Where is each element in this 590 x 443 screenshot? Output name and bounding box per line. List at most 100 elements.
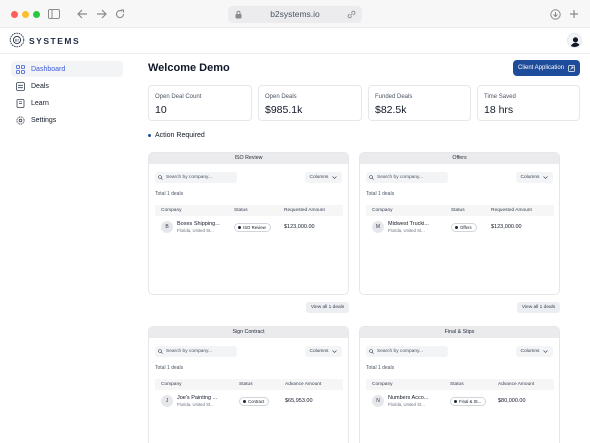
deal-amount: $123,000.00: [284, 224, 315, 230]
address-bar[interactable]: b2systems.io: [228, 6, 362, 23]
column-header: Status: [451, 208, 465, 213]
new-tab-icon[interactable]: [567, 7, 581, 21]
status-dot-icon: [454, 400, 457, 403]
view-all-deals-button[interactable]: View all 1 deals: [306, 302, 349, 313]
panel-sign-contract: Sign Contract Search by company... Colum…: [148, 326, 349, 443]
search-placeholder: Search by company...: [377, 349, 424, 354]
columns-button[interactable]: Columns: [516, 346, 553, 357]
search-icon: [158, 349, 163, 354]
stat-card-open-deal-count: Open Deal Count 10: [148, 85, 252, 121]
browser-toolbar: b2systems.io: [0, 0, 590, 28]
search-icon: [158, 175, 163, 180]
column-header: Status: [450, 382, 464, 387]
sidebar-item-deals[interactable]: Deals: [11, 78, 123, 94]
columns-label: Columns: [309, 175, 329, 180]
table-row[interactable]: J Joe's Painting ... Florida, United St.…: [155, 391, 343, 413]
sidebar: Dashboard Deals Learn Settings: [0, 54, 133, 443]
status-dot-icon: [455, 226, 458, 229]
columns-button[interactable]: Columns: [305, 172, 342, 183]
columns-button[interactable]: Columns: [516, 172, 553, 183]
status-dot-icon: [243, 400, 246, 403]
search-icon: [369, 349, 374, 354]
total-deals: Total 1 deals: [366, 365, 395, 371]
table-row[interactable]: B Boxes Shipping... Florida, United St..…: [155, 217, 343, 239]
svg-text:B2: B2: [15, 39, 19, 43]
url-text: b2systems.io: [270, 9, 320, 19]
company-avatar: N: [372, 395, 384, 407]
view-all-deals-button[interactable]: View all 1 deals: [517, 302, 560, 313]
table-row[interactable]: M Midwest Trucki... Florida, United St..…: [366, 217, 554, 239]
table-row[interactable]: N Numbers Acco... Florida, United St... …: [366, 391, 554, 413]
column-header: Company: [161, 382, 182, 387]
brand-name: SYSTEMS: [29, 36, 81, 46]
book-icon: [15, 98, 25, 108]
company-name: Midwest Trucki...: [388, 221, 429, 227]
status-badge: Offers: [451, 223, 477, 232]
sidebar-item-label: Settings: [31, 116, 57, 124]
search-input[interactable]: Search by company...: [155, 172, 237, 183]
action-required-label: Action Required: [155, 132, 205, 139]
app-header: B2 SYSTEMS: [0, 28, 590, 54]
sidebar-item-settings[interactable]: Settings: [11, 112, 123, 128]
company-location: Florida, United St...: [177, 402, 214, 407]
column-header: Company: [372, 208, 393, 213]
search-placeholder: Search by company...: [377, 175, 424, 180]
page-title: Welcome Demo: [148, 62, 230, 74]
company-location: Florida, United St...: [388, 402, 425, 407]
client-application-button[interactable]: Client Application: [513, 60, 580, 76]
deal-amount: $123,000.00: [491, 224, 522, 230]
search-input[interactable]: Search by company...: [366, 172, 448, 183]
column-header: Company: [372, 382, 393, 387]
sidebar-item-dashboard[interactable]: Dashboard: [11, 61, 123, 77]
table-header: Company Status Requested Amount: [155, 205, 343, 216]
panel-final-stips: Final & Stips Search by company... Colum…: [359, 326, 560, 443]
minimize-window-button[interactable]: [22, 11, 29, 18]
lock-icon: [235, 10, 242, 19]
back-arrow-icon[interactable]: [75, 7, 89, 21]
maximize-window-button[interactable]: [33, 11, 40, 18]
bullet-icon: [148, 134, 151, 137]
search-placeholder: Search by company...: [166, 349, 213, 354]
columns-button[interactable]: Columns: [305, 346, 342, 357]
stat-value: 18 hrs: [484, 104, 514, 116]
action-required-heading: Action Required: [148, 132, 205, 139]
total-deals: Total 1 deals: [155, 191, 184, 197]
link-icon: [347, 10, 356, 19]
columns-label: Columns: [309, 349, 329, 354]
status-badge: Final & St...: [450, 397, 487, 406]
status-text: Final & St...: [459, 399, 482, 404]
reload-icon[interactable]: [113, 7, 127, 21]
chevron-down-icon: [543, 350, 549, 353]
stat-value: 10: [155, 104, 167, 116]
stat-label: Time Saved: [484, 94, 516, 100]
close-window-button[interactable]: [11, 11, 18, 18]
company-avatar: B: [161, 221, 173, 233]
stat-card-funded-deals: Funded Deals $82.5k: [368, 85, 471, 121]
status-text: Offers: [460, 225, 472, 230]
download-icon[interactable]: [548, 7, 562, 21]
search-input[interactable]: Search by company...: [366, 346, 448, 357]
search-input[interactable]: Search by company...: [155, 346, 237, 357]
user-avatar[interactable]: [567, 33, 582, 48]
table-header: Company Status Advance Amount: [155, 379, 343, 390]
sidebar-item-label: Deals: [31, 82, 49, 90]
forward-arrow-icon[interactable]: [94, 7, 108, 21]
sidebar-item-label: Dashboard: [31, 65, 66, 73]
column-header: Company: [161, 208, 182, 213]
sidebar-toggle-icon[interactable]: [47, 7, 61, 21]
sidebar-item-learn[interactable]: Learn: [11, 95, 123, 111]
stat-label: Open Deal Count: [155, 94, 202, 100]
stack-icon: [15, 81, 25, 91]
company-location: Florida, United St...: [388, 228, 425, 233]
column-header: Status: [239, 382, 253, 387]
table-header: Company Status Advance Amount: [366, 379, 554, 390]
panel-title: ISO Review: [149, 153, 348, 164]
stat-label: Funded Deals: [375, 94, 413, 100]
company-avatar: M: [372, 221, 384, 233]
sidebar-item-label: Learn: [31, 99, 49, 107]
company-name: Boxes Shipping...: [177, 221, 220, 227]
chevron-down-icon: [332, 350, 338, 353]
stat-label: Open Deals: [265, 94, 297, 100]
company-name: Joe's Painting ...: [177, 395, 218, 401]
grid-icon: [15, 64, 25, 74]
